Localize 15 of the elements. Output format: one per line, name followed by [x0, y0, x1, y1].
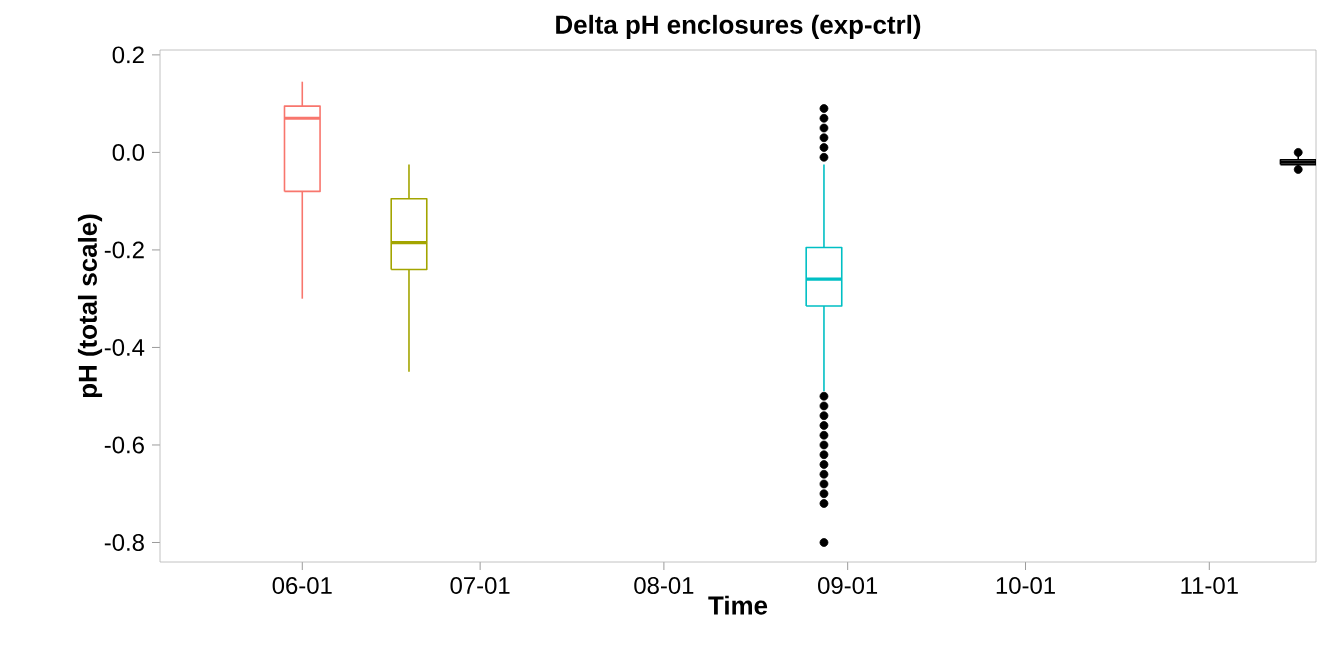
y-tick-label: 0.0 — [112, 143, 145, 161]
y-tick-label: -0.2 — [104, 241, 144, 259]
x-axis-title: Time — [708, 595, 768, 615]
y-tick-label: -0.6 — [104, 436, 144, 454]
y-tick-label: -0.8 — [104, 534, 144, 551]
x-tick-label: 11-01 — [1181, 577, 1238, 594]
x-tick-label: 08-01 — [634, 577, 694, 594]
x-tick-label: 10-01 — [996, 577, 1055, 594]
y-tick-label: 0.2 — [112, 46, 144, 64]
y-axis-title: pH (total scale) — [77, 214, 103, 398]
x-tick-label: 07-01 — [450, 577, 510, 594]
x-tick-label: 09-01 — [818, 577, 878, 594]
chart-title: Delta pH enclosures (exp-ctrl) — [556, 14, 921, 40]
y-tick-label: -0.4 — [104, 338, 145, 356]
x-tick-label: 06-01 — [272, 577, 332, 594]
